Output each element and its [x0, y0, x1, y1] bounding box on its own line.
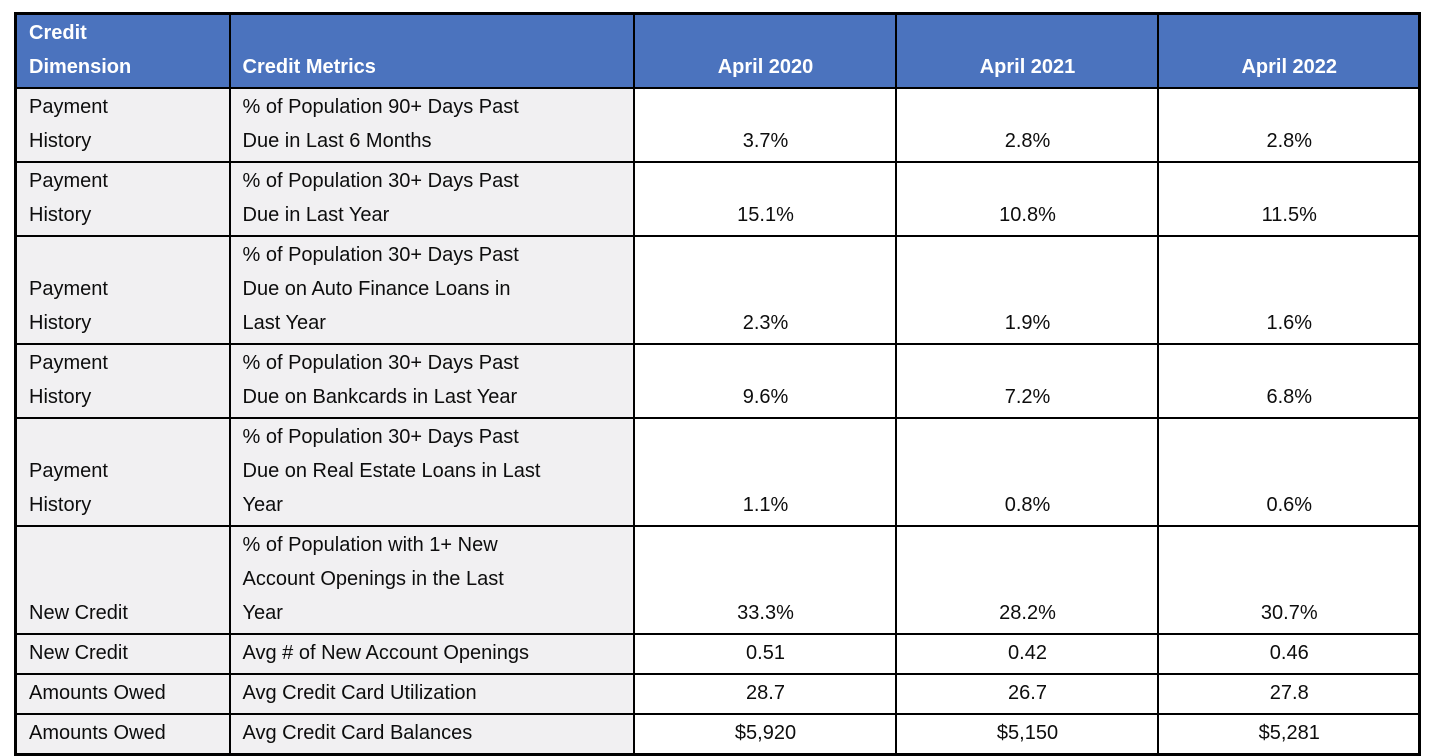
value-cell: 9.6%: [632, 343, 897, 419]
metric-cell: % of Population 30+ Days Past Due on Rea…: [228, 417, 635, 527]
table-row: Amounts Owed Avg Credit Card Balances $5…: [14, 713, 1421, 756]
value-cell: $5,150: [894, 713, 1159, 756]
dimension-cell: Amounts Owed: [14, 673, 231, 715]
value-cell: 2.8%: [1156, 87, 1421, 163]
value-cell: 3.7%: [632, 87, 897, 163]
value-cell: 2.8%: [894, 87, 1159, 163]
value-cell: 27.8: [1156, 673, 1421, 715]
metric-cell: % of Population 30+ Days Past Due on Ban…: [228, 343, 635, 419]
header-credit-dimension: Credit Dimension: [14, 12, 231, 89]
metric-cell: % of Population 90+ Days Past Due in Las…: [228, 87, 635, 163]
header-april-2020: April 2020: [632, 12, 897, 89]
header-row: Credit Dimension Credit Metrics April 20…: [14, 12, 1421, 89]
value-cell: 2.3%: [632, 235, 897, 345]
dimension-cell: Payment History: [14, 343, 231, 419]
value-cell: 1.1%: [632, 417, 897, 527]
value-cell: 1.6%: [1156, 235, 1421, 345]
dimension-cell: Payment History: [14, 161, 231, 237]
table-row: New Credit Avg # of New Account Openings…: [14, 633, 1421, 675]
value-cell: 0.46: [1156, 633, 1421, 675]
value-cell: 1.9%: [894, 235, 1159, 345]
value-cell: 0.8%: [894, 417, 1159, 527]
dimension-cell: New Credit: [14, 525, 231, 635]
metric-cell: Avg # of New Account Openings: [228, 633, 635, 675]
dimension-cell: New Credit: [14, 633, 231, 675]
value-cell: 10.8%: [894, 161, 1159, 237]
table-row: Payment History % of Population 30+ Days…: [14, 417, 1421, 527]
metric-cell: % of Population 30+ Days Past Due in Las…: [228, 161, 635, 237]
table-row: Amounts Owed Avg Credit Card Utilization…: [14, 673, 1421, 715]
value-cell: $5,920: [632, 713, 897, 756]
credit-metrics-table: Credit Dimension Credit Metrics April 20…: [14, 12, 1421, 756]
table-body: Payment History % of Population 90+ Days…: [14, 87, 1421, 756]
dimension-cell: Payment History: [14, 417, 231, 527]
table-row: Payment History % of Population 30+ Days…: [14, 161, 1421, 237]
table-row: Payment History % of Population 30+ Days…: [14, 343, 1421, 419]
table-row: Payment History % of Population 30+ Days…: [14, 235, 1421, 345]
table-row: Payment History % of Population 90+ Days…: [14, 87, 1421, 163]
value-cell: 0.6%: [1156, 417, 1421, 527]
header-credit-metrics: Credit Metrics: [228, 12, 635, 89]
value-cell: 30.7%: [1156, 525, 1421, 635]
value-cell: 28.7: [632, 673, 897, 715]
dimension-cell: Amounts Owed: [14, 713, 231, 756]
value-cell: 6.8%: [1156, 343, 1421, 419]
value-cell: 0.42: [894, 633, 1159, 675]
value-cell: 33.3%: [632, 525, 897, 635]
value-cell: 0.51: [632, 633, 897, 675]
value-cell: 26.7: [894, 673, 1159, 715]
table-row: New Credit % of Population with 1+ New A…: [14, 525, 1421, 635]
value-cell: 15.1%: [632, 161, 897, 237]
header-april-2022: April 2022: [1156, 12, 1421, 89]
metric-cell: Avg Credit Card Balances: [228, 713, 635, 756]
metric-cell: Avg Credit Card Utilization: [228, 673, 635, 715]
dimension-cell: Payment History: [14, 235, 231, 345]
value-cell: 28.2%: [894, 525, 1159, 635]
metric-cell: % of Population 30+ Days Past Due on Aut…: [228, 235, 635, 345]
value-cell: 11.5%: [1156, 161, 1421, 237]
metric-cell: % of Population with 1+ New Account Open…: [228, 525, 635, 635]
value-cell: $5,281: [1156, 713, 1421, 756]
value-cell: 7.2%: [894, 343, 1159, 419]
table-header: Credit Dimension Credit Metrics April 20…: [14, 12, 1421, 89]
header-april-2021: April 2021: [894, 12, 1159, 89]
dimension-cell: Payment History: [14, 87, 231, 163]
